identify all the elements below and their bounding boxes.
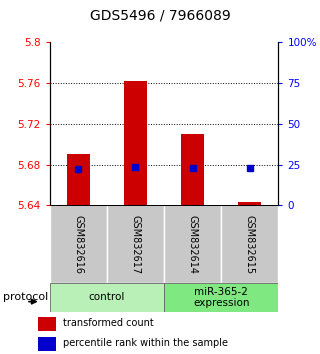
Text: GSM832614: GSM832614 — [188, 215, 198, 274]
Text: transformed count: transformed count — [63, 318, 154, 329]
Bar — [50, 205, 107, 283]
Bar — [107, 205, 164, 283]
Text: control: control — [89, 292, 125, 302]
Bar — [124, 81, 147, 205]
Bar — [238, 202, 261, 205]
Text: GSM832615: GSM832615 — [245, 215, 255, 274]
Text: protocol: protocol — [3, 292, 48, 302]
Bar — [50, 283, 164, 312]
Bar — [164, 205, 221, 283]
Text: GDS5496 / 7966089: GDS5496 / 7966089 — [90, 9, 230, 23]
Text: GSM832617: GSM832617 — [131, 215, 140, 274]
Text: miR-365-2
expression: miR-365-2 expression — [193, 286, 250, 308]
Bar — [221, 205, 278, 283]
Bar — [67, 154, 90, 205]
Text: percentile rank within the sample: percentile rank within the sample — [63, 338, 228, 348]
Bar — [164, 283, 278, 312]
Bar — [38, 337, 56, 350]
Bar — [181, 134, 204, 205]
Bar — [38, 316, 56, 331]
Text: GSM832616: GSM832616 — [73, 215, 83, 274]
